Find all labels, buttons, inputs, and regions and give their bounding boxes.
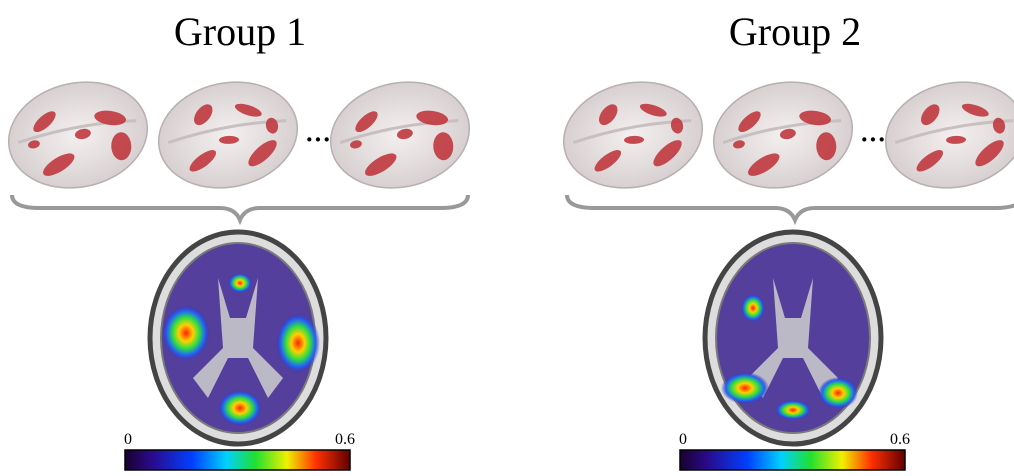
brain-3d <box>704 70 863 201</box>
group-title: Group 1 <box>174 9 306 54</box>
brain-surface <box>149 70 308 201</box>
hotspot <box>276 313 320 373</box>
brain-surface <box>554 70 713 201</box>
figure: Group 1 ··· 0 0.6 Group 2 ··· 0 0.6 <box>0 0 1014 476</box>
ellipsis: ··· <box>860 125 886 154</box>
hotspot <box>228 273 252 293</box>
brain-3d <box>554 70 713 201</box>
hotspot <box>818 377 858 409</box>
brace <box>12 195 468 220</box>
group-title: Group 2 <box>729 9 861 54</box>
axial-slice <box>705 232 881 444</box>
hotspot <box>741 294 765 322</box>
group-panel: Group 1 ··· 0 0.6 <box>0 9 479 470</box>
colorbar-max: 0.6 <box>890 431 910 448</box>
brain-3d <box>149 70 308 201</box>
colorbar <box>680 450 905 470</box>
ellipsis: ··· <box>305 125 331 154</box>
hotspot <box>775 400 811 420</box>
colorbar-max: 0.6 <box>335 431 355 448</box>
hotspot <box>162 305 210 361</box>
hotspot <box>218 390 262 426</box>
brain-3d <box>876 70 1014 201</box>
colorbar-min: 0 <box>679 431 687 448</box>
brace <box>567 195 1014 220</box>
brain-3d <box>321 70 480 201</box>
colorbar-min: 0 <box>124 431 132 448</box>
brain-3d <box>0 70 157 201</box>
group-panel: Group 2 ··· 0 0.6 <box>554 9 1014 470</box>
hotspot <box>721 372 769 404</box>
brain-surface <box>876 70 1014 201</box>
axial-slice <box>150 232 326 444</box>
colorbar <box>125 450 350 470</box>
